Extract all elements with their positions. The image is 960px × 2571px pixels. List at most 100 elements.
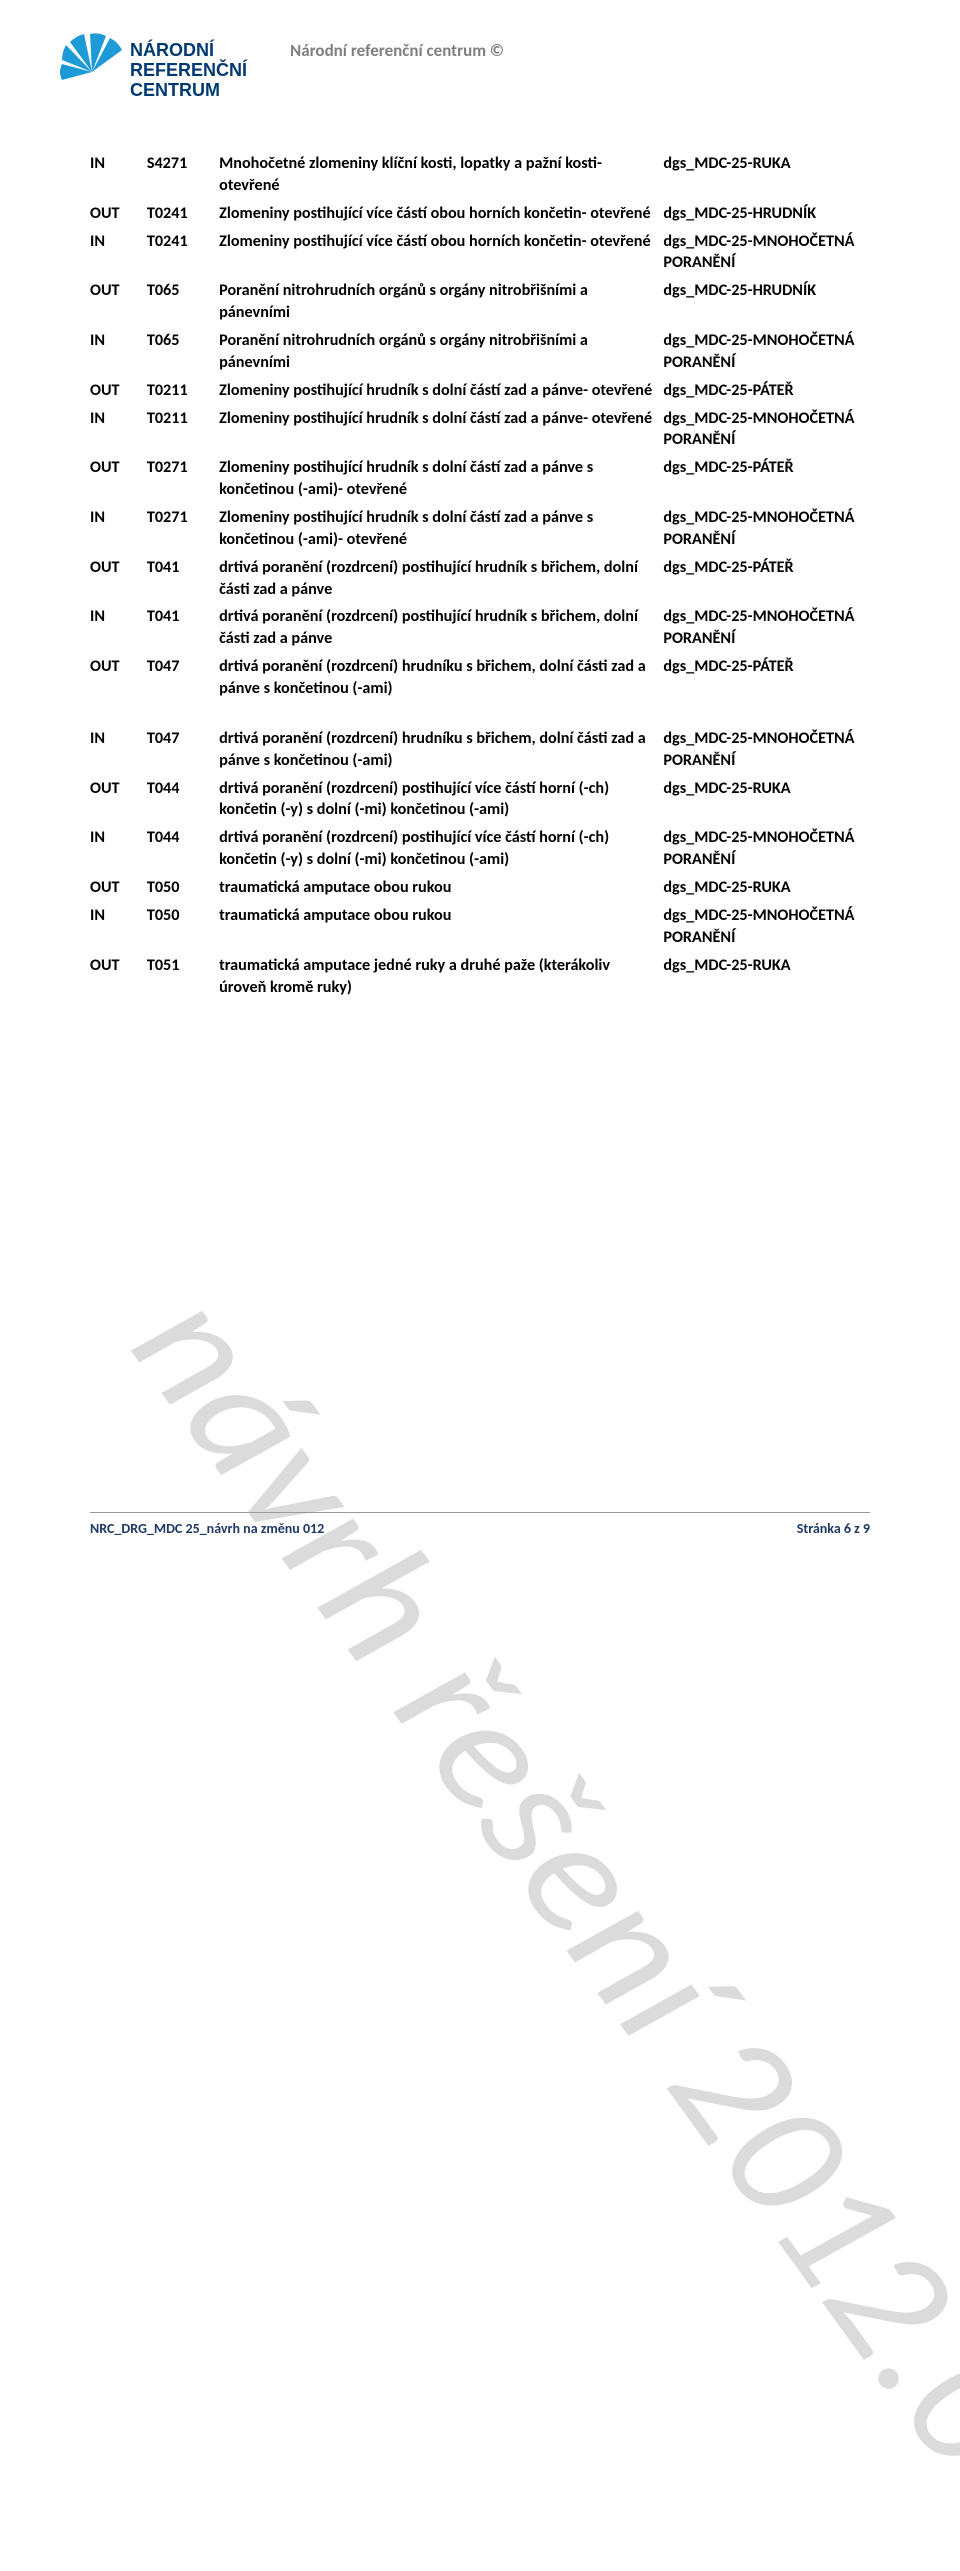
code-cell: T065 <box>147 327 219 377</box>
category-cell: dgs_MDC-25-MNOHOČETNÁ PORANĚNÍ <box>663 725 870 775</box>
description-cell: drtivá poranění (rozdrcení) postihující … <box>219 554 663 604</box>
description-cell: Mnohočetné zlomeniny klíční kosti, lopat… <box>219 150 663 200</box>
category-cell: dgs_MDC-25-RUKA <box>663 150 870 200</box>
direction-cell: IN <box>90 327 147 377</box>
direction-cell: IN <box>90 504 147 554</box>
table-row: INT050traumatická amputace obou rukoudgs… <box>90 902 870 952</box>
page-footer: NRC_DRG_MDC 25_návrh na změnu 012 Stránk… <box>90 1520 870 1537</box>
description-cell: traumatická amputace jedné ruky a druhé … <box>219 952 663 1002</box>
table-row: OUTT0241Zlomeniny postihující více částí… <box>90 200 870 228</box>
code-cell: T041 <box>147 554 219 604</box>
code-cell: T050 <box>147 874 219 902</box>
direction-cell: OUT <box>90 874 147 902</box>
description-cell: Zlomeniny postihující hrudník s dolní čá… <box>219 454 663 504</box>
code-cell: T044 <box>147 775 219 825</box>
category-cell: dgs_MDC-25-PÁTEŘ <box>663 377 870 405</box>
logo-line2: REFERENČNÍ <box>130 59 248 80</box>
code-cell: T0211 <box>147 377 219 405</box>
code-cell: T0211 <box>147 405 219 455</box>
table-row: OUTT044drtivá poranění (rozdrcení) posti… <box>90 775 870 825</box>
direction-cell: IN <box>90 228 147 278</box>
code-cell: T0271 <box>147 504 219 554</box>
code-cell: T044 <box>147 824 219 874</box>
direction-cell: IN <box>90 405 147 455</box>
data-table: INS4271Mnohočetné zlomeniny klíční kosti… <box>90 150 870 1001</box>
code-cell: S4271 <box>147 150 219 200</box>
category-cell: dgs_MDC-25-HRUDNÍK <box>663 277 870 327</box>
table-row: INT065Poranění nitrohrudních orgánů s or… <box>90 327 870 377</box>
table-row: OUTT050traumatická amputace obou rukoudg… <box>90 874 870 902</box>
code-cell: T0271 <box>147 454 219 504</box>
category-cell: dgs_MDC-25-RUKA <box>663 775 870 825</box>
table-row: OUTT0211Zlomeniny postihující hrudník s … <box>90 377 870 405</box>
table-row: INT0241Zlomeniny postihující více částí … <box>90 228 870 278</box>
direction-cell: OUT <box>90 775 147 825</box>
category-cell: dgs_MDC-25-PÁTEŘ <box>663 554 870 604</box>
direction-cell: OUT <box>90 952 147 1002</box>
code-cell: T051 <box>147 952 219 1002</box>
category-cell: dgs_MDC-25-PÁTEŘ <box>663 653 870 703</box>
direction-cell: OUT <box>90 653 147 703</box>
description-cell: drtivá poranění (rozdrcení) postihující … <box>219 824 663 874</box>
category-cell: dgs_MDC-25-HRUDNÍK <box>663 200 870 228</box>
direction-cell: IN <box>90 824 147 874</box>
table-row: INT0271Zlomeniny postihující hrudník s d… <box>90 504 870 554</box>
page-header: NÁRODNÍ REFERENČNÍ CENTRUM Národní refer… <box>90 30 870 150</box>
direction-cell: OUT <box>90 277 147 327</box>
table-row: INT044drtivá poranění (rozdrcení) postih… <box>90 824 870 874</box>
logo-line1: NÁRODNÍ <box>130 39 215 60</box>
table-row: INT0211Zlomeniny postihující hrudník s d… <box>90 405 870 455</box>
table-row: INT041drtivá poranění (rozdrcení) postih… <box>90 603 870 653</box>
table-row: OUTT0271Zlomeniny postihující hrudník s … <box>90 454 870 504</box>
description-cell: drtivá poranění (rozdrcení) postihující … <box>219 603 663 653</box>
description-cell: drtivá poranění (rozdrcení) hrudníku s b… <box>219 725 663 775</box>
category-cell: dgs_MDC-25-PÁTEŘ <box>663 454 870 504</box>
direction-cell: OUT <box>90 200 147 228</box>
table-row <box>90 703 870 725</box>
watermark: návrh řešení 2012.0e <box>90 1251 960 2571</box>
code-cell: T047 <box>147 653 219 703</box>
code-cell: T041 <box>147 603 219 653</box>
code-cell: T065 <box>147 277 219 327</box>
header-title: Národní referenční centrum © <box>290 40 504 61</box>
category-cell: dgs_MDC-25-MNOHOČETNÁ PORANĚNÍ <box>663 327 870 377</box>
category-cell: dgs_MDC-25-MNOHOČETNÁ PORANĚNÍ <box>663 902 870 952</box>
description-cell: traumatická amputace obou rukou <box>219 874 663 902</box>
direction-cell: IN <box>90 725 147 775</box>
footer-left: NRC_DRG_MDC 25_návrh na změnu 012 <box>90 1520 324 1537</box>
category-cell: dgs_MDC-25-MNOHOČETNÁ PORANĚNÍ <box>663 228 870 278</box>
category-cell: dgs_MDC-25-RUKA <box>663 874 870 902</box>
logo-line3: CENTRUM <box>130 80 220 100</box>
description-cell: Zlomeniny postihující hrudník s dolní čá… <box>219 377 663 405</box>
nrc-logo: NÁRODNÍ REFERENČNÍ CENTRUM <box>60 30 280 119</box>
table-row: OUTT051traumatická amputace jedné ruky a… <box>90 952 870 1002</box>
table-row: INS4271Mnohočetné zlomeniny klíční kosti… <box>90 150 870 200</box>
description-cell: Poranění nitrohrudních orgánů s orgány n… <box>219 327 663 377</box>
category-cell: dgs_MDC-25-MNOHOČETNÁ PORANĚNÍ <box>663 824 870 874</box>
table-row: OUTT041drtivá poranění (rozdrcení) posti… <box>90 554 870 604</box>
footer-right: Stránka 6 z 9 <box>797 1520 870 1537</box>
code-cell: T0241 <box>147 228 219 278</box>
category-cell: dgs_MDC-25-RUKA <box>663 952 870 1002</box>
description-cell: Zlomeniny postihující více částí obou ho… <box>219 200 663 228</box>
description-cell: drtivá poranění (rozdrcení) hrudníku s b… <box>219 653 663 703</box>
category-cell: dgs_MDC-25-MNOHOČETNÁ PORANĚNÍ <box>663 504 870 554</box>
description-cell: Poranění nitrohrudních orgánů s orgány n… <box>219 277 663 327</box>
direction-cell: OUT <box>90 377 147 405</box>
logo-icon: NÁRODNÍ REFERENČNÍ CENTRUM <box>60 30 280 114</box>
description-cell: drtivá poranění (rozdrcení) postihující … <box>219 775 663 825</box>
description-cell: Zlomeniny postihující více částí obou ho… <box>219 228 663 278</box>
description-cell: Zlomeniny postihující hrudník s dolní čá… <box>219 405 663 455</box>
category-cell: dgs_MDC-25-MNOHOČETNÁ PORANĚNÍ <box>663 405 870 455</box>
direction-cell: IN <box>90 603 147 653</box>
direction-cell: OUT <box>90 454 147 504</box>
direction-cell: IN <box>90 902 147 952</box>
table-row: INT047drtivá poranění (rozdrcení) hrudní… <box>90 725 870 775</box>
footer-rule <box>90 1512 870 1513</box>
table-row: OUTT065Poranění nitrohrudních orgánů s o… <box>90 277 870 327</box>
category-cell: dgs_MDC-25-MNOHOČETNÁ PORANĚNÍ <box>663 603 870 653</box>
code-cell: T047 <box>147 725 219 775</box>
code-cell: T050 <box>147 902 219 952</box>
table-row: OUTT047drtivá poranění (rozdrcení) hrudn… <box>90 653 870 703</box>
direction-cell: IN <box>90 150 147 200</box>
